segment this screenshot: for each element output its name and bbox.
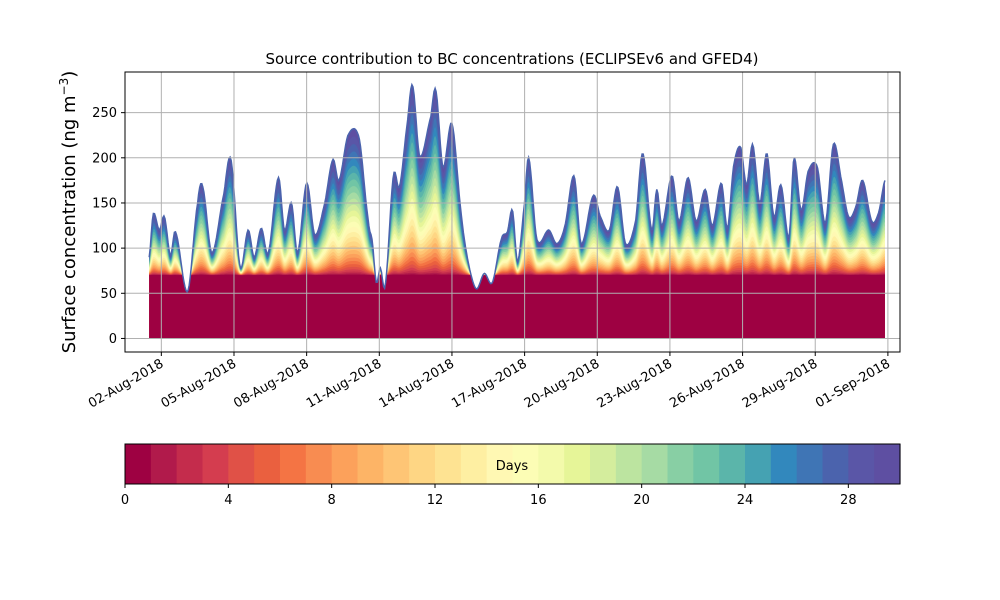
colorbar-tick-label: 28 xyxy=(840,493,857,508)
colorbar-swatch xyxy=(512,444,539,484)
colorbar-tick-label: 8 xyxy=(328,493,336,508)
colorbar-swatch xyxy=(693,444,720,484)
colorbar xyxy=(124,443,901,485)
y-axis-label: Surface concentration (ng m−3) xyxy=(57,71,80,354)
colorbar-swatch xyxy=(435,444,462,484)
colorbar-swatch xyxy=(254,444,281,484)
y-tick-label: 0 xyxy=(109,332,117,347)
colorbar-swatch xyxy=(719,444,746,484)
colorbar-swatch xyxy=(331,444,359,484)
axes-frame xyxy=(124,71,901,353)
y-axis-label-exponent: −3 xyxy=(57,78,71,96)
chart-title: Source contribution to BC concentrations… xyxy=(265,50,758,68)
colorbar-swatch xyxy=(590,444,617,484)
colorbar-swatch xyxy=(745,444,772,484)
colorbar-swatch xyxy=(486,444,514,484)
colorbar-swatch xyxy=(460,444,488,484)
x-axis: 02-Aug-201805-Aug-201808-Aug-201811-Aug-… xyxy=(86,352,893,412)
colorbar-swatch xyxy=(796,444,824,484)
x-tick-label: 08-Aug-2018 xyxy=(231,356,311,411)
colorbar-swatch xyxy=(822,444,849,484)
colorbar-swatch xyxy=(564,444,591,484)
x-tick-label: 14-Aug-2018 xyxy=(377,356,457,411)
colorbar-swatch xyxy=(874,444,901,484)
x-tick-label: 23-Aug-2018 xyxy=(595,356,675,411)
colorbar-swatch xyxy=(409,444,436,484)
colorbar-label: Days xyxy=(496,459,529,474)
colorbar-frame xyxy=(124,443,901,485)
colorbar-tick-label: 16 xyxy=(530,493,547,508)
colorbar-tick-label: 20 xyxy=(633,493,650,508)
x-tick-label: 11-Aug-2018 xyxy=(304,356,384,411)
colorbar-swatch xyxy=(667,444,694,484)
colorbar-axis: 0 4 8 12 16 20 24 28 xyxy=(121,484,857,508)
colorbar-tick-label: 4 xyxy=(224,493,232,508)
colorbar-swatch xyxy=(125,444,152,484)
colorbar-tick-label: 12 xyxy=(427,493,444,508)
y-tick-label: 100 xyxy=(92,242,117,257)
y-tick-label: 50 xyxy=(100,287,117,302)
colorbar-swatch xyxy=(770,444,798,484)
x-tick-label: 29-Aug-2018 xyxy=(740,356,820,411)
y-axis-label-text: Surface concentration (ng m xyxy=(59,95,80,353)
area-layer-1 xyxy=(149,274,885,339)
y-tick-label: 150 xyxy=(92,196,117,211)
x-tick-label: 17-Aug-2018 xyxy=(449,356,529,411)
colorbar-swatch xyxy=(383,444,410,484)
colorbar-swatch xyxy=(176,444,204,484)
total-series-line xyxy=(148,82,886,294)
y-tick-label: 250 xyxy=(92,106,117,121)
y-axis-label-close: ) xyxy=(59,71,80,78)
x-tick-label: 20-Aug-2018 xyxy=(522,356,602,411)
colorbar-swatch xyxy=(848,444,875,484)
colorbar-swatch xyxy=(228,444,255,484)
x-tick-label: 01-Sep-2018 xyxy=(813,356,893,411)
colorbar-swatch xyxy=(150,444,178,484)
colorbar-tick-label: 0 xyxy=(121,493,129,508)
colorbar-swatch xyxy=(641,444,669,484)
colorbar-tick-label: 24 xyxy=(737,493,754,508)
plot-area xyxy=(148,82,886,339)
colorbar-swatch xyxy=(538,444,565,484)
y-tick-label: 200 xyxy=(92,151,117,166)
colorbar-swatch xyxy=(280,444,307,484)
colorbar-swatch xyxy=(615,444,643,484)
colorbar-swatch xyxy=(202,444,229,484)
x-tick-label: 05-Aug-2018 xyxy=(159,356,239,411)
y-axis: 0 50 100 150 200 250 xyxy=(92,106,125,347)
x-tick-label: 26-Aug-2018 xyxy=(667,356,747,411)
colorbar-swatch xyxy=(305,444,333,484)
x-tick-label: 02-Aug-2018 xyxy=(86,356,166,411)
grid xyxy=(125,72,900,352)
colorbar-swatch xyxy=(357,444,384,484)
